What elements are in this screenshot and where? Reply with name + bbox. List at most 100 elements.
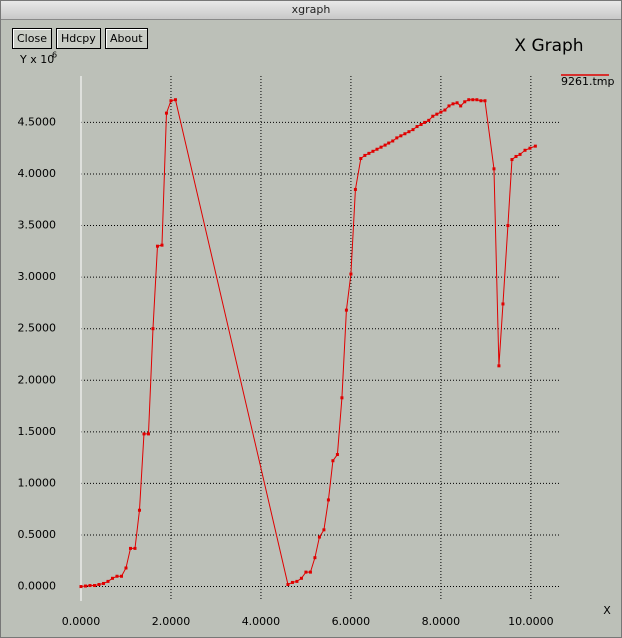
chart-title: X Graph bbox=[514, 36, 583, 56]
point bbox=[518, 152, 522, 156]
point bbox=[455, 101, 459, 105]
point bbox=[83, 584, 87, 588]
point bbox=[501, 302, 505, 306]
point bbox=[399, 134, 403, 138]
point bbox=[124, 566, 128, 570]
point bbox=[533, 144, 537, 148]
point bbox=[359, 157, 363, 161]
point bbox=[322, 528, 326, 532]
point bbox=[427, 118, 431, 122]
point bbox=[423, 120, 427, 124]
point bbox=[443, 108, 447, 112]
point bbox=[407, 130, 411, 134]
point bbox=[367, 151, 371, 155]
point bbox=[349, 272, 353, 276]
point bbox=[295, 579, 299, 583]
point bbox=[435, 112, 439, 116]
point bbox=[137, 508, 141, 512]
x-tick-label: 6.0000 bbox=[332, 615, 371, 628]
point bbox=[497, 364, 501, 368]
point bbox=[173, 98, 177, 102]
point bbox=[447, 104, 451, 108]
point bbox=[286, 582, 290, 586]
y-tick-label: 0.0000 bbox=[18, 580, 57, 593]
button[interactable]: Hdcpy bbox=[56, 28, 101, 49]
point bbox=[514, 154, 518, 158]
point bbox=[459, 104, 463, 108]
point bbox=[471, 98, 475, 102]
x-axis-label: X bbox=[603, 604, 611, 617]
button[interactable]: Close bbox=[12, 28, 52, 49]
point bbox=[110, 576, 114, 580]
y-axis-label-exponent: 6 bbox=[52, 51, 57, 60]
point bbox=[299, 576, 303, 580]
point bbox=[106, 579, 110, 583]
point bbox=[142, 432, 146, 436]
point bbox=[317, 535, 321, 539]
point bbox=[92, 584, 96, 588]
point bbox=[395, 136, 399, 140]
point bbox=[463, 100, 467, 104]
point bbox=[353, 187, 357, 191]
point bbox=[326, 498, 330, 502]
point bbox=[363, 153, 367, 157]
y-tick-label: 1.5000 bbox=[18, 425, 57, 438]
x-tick-label: 10.0000 bbox=[508, 615, 554, 628]
point bbox=[290, 580, 294, 584]
point bbox=[335, 453, 339, 457]
point bbox=[415, 125, 419, 129]
point bbox=[375, 147, 379, 151]
point bbox=[371, 149, 375, 153]
point bbox=[128, 546, 132, 550]
point bbox=[160, 243, 164, 247]
point bbox=[119, 574, 123, 578]
point bbox=[479, 99, 483, 103]
point bbox=[313, 556, 317, 560]
point bbox=[164, 111, 168, 115]
point bbox=[506, 224, 510, 228]
point bbox=[304, 570, 308, 574]
x-tick-label: 8.0000 bbox=[422, 615, 461, 628]
line bbox=[80, 99, 536, 588]
point bbox=[88, 584, 92, 588]
point bbox=[419, 122, 423, 126]
point bbox=[492, 167, 496, 171]
point bbox=[510, 158, 514, 162]
y-tick-label: 4.0000 bbox=[18, 167, 57, 180]
point bbox=[344, 308, 348, 312]
point bbox=[115, 574, 119, 578]
point bbox=[403, 132, 407, 136]
button[interactable]: About bbox=[105, 28, 148, 49]
point bbox=[528, 146, 532, 150]
point bbox=[97, 582, 101, 586]
y-tick-label: 0.5000 bbox=[18, 528, 57, 541]
y-tick-label: 4.5000 bbox=[18, 115, 57, 128]
x-tick-label: 0.0000 bbox=[62, 615, 101, 628]
point bbox=[383, 143, 387, 147]
y-tick-label: 3.0000 bbox=[18, 270, 57, 283]
y-tick-label: 1.0000 bbox=[18, 476, 57, 489]
point bbox=[151, 327, 155, 331]
point bbox=[439, 110, 443, 114]
point bbox=[411, 128, 415, 132]
point bbox=[146, 432, 150, 436]
point bbox=[431, 114, 435, 118]
y-tick-label: 2.5000 bbox=[18, 322, 57, 335]
point bbox=[387, 141, 391, 145]
point bbox=[391, 139, 395, 143]
legend-label: 9261.tmp bbox=[561, 75, 615, 88]
point bbox=[155, 244, 159, 248]
point bbox=[379, 145, 383, 149]
point bbox=[523, 148, 527, 152]
y-tick-label: 2.0000 bbox=[18, 373, 57, 386]
point bbox=[79, 585, 83, 589]
x-tick-label: 2.0000 bbox=[152, 615, 191, 628]
point bbox=[340, 396, 344, 400]
point bbox=[467, 98, 471, 102]
y-tick-label: 3.5000 bbox=[18, 219, 57, 232]
y-axis-label: Y x 10 bbox=[19, 53, 54, 66]
point bbox=[451, 102, 455, 106]
point bbox=[133, 546, 137, 550]
